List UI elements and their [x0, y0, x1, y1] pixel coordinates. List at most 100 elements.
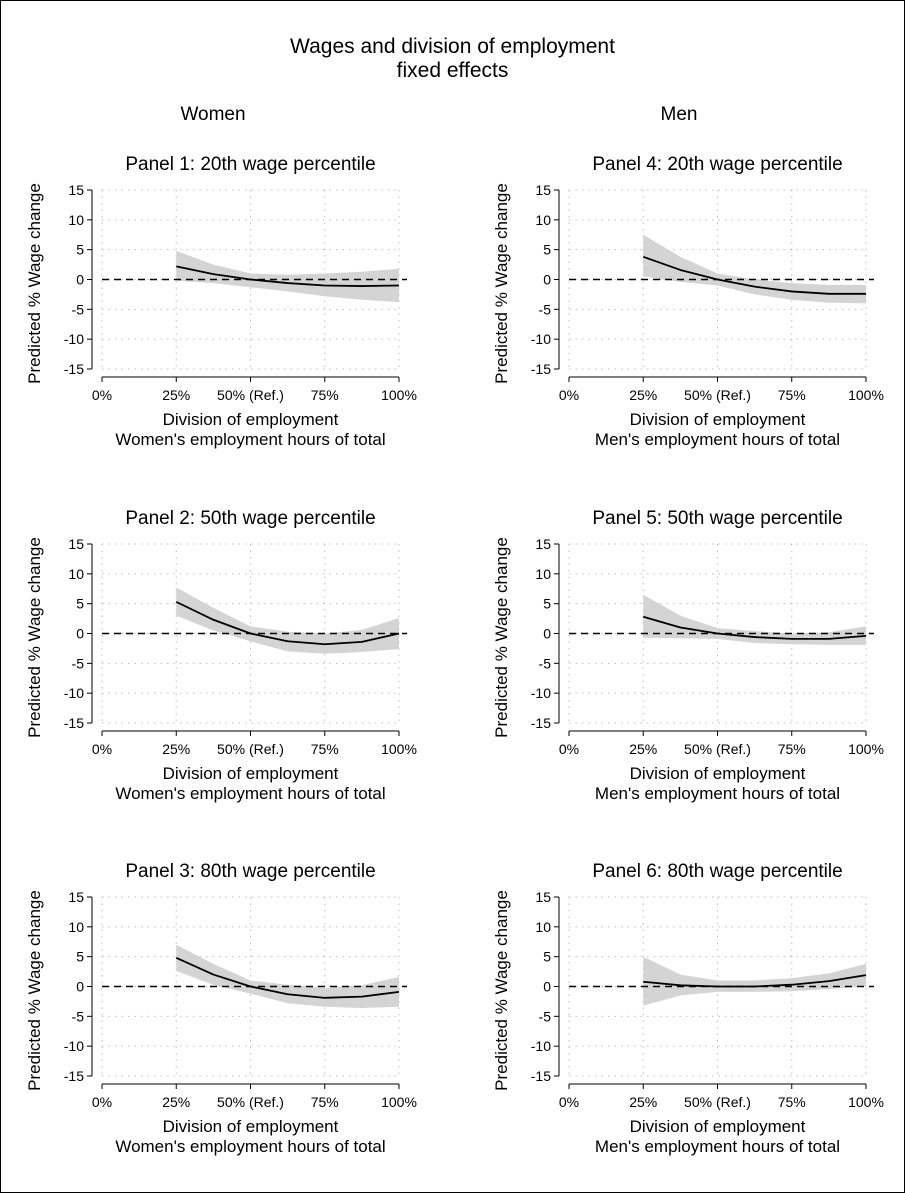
x-axis-label: Division of employment — [163, 410, 339, 429]
y-axis-label: Predicted % Wage change — [25, 183, 44, 384]
panel-3: 15 10 5 0 -5 -10 -15 0% 25% 50% (Ref.) 75% 100% Pane… — [25, 861, 417, 1156]
x-tick-label: 75% — [778, 741, 806, 757]
panel-1: 15 10 5 0 -5 -10 -15 0% 25% 50% (Ref.) 75% 100% Pane… — [25, 154, 417, 449]
confidence-band — [176, 944, 399, 1008]
x-tick-label: 25% — [162, 1094, 190, 1110]
estimate-line — [642, 615, 867, 640]
x-axis-label: Division of employment — [630, 1117, 806, 1136]
x-axis-sublabel: Men's employment hours of total — [595, 430, 840, 449]
y-tick-label: 15 — [535, 182, 551, 198]
y-tick-label: 0 — [543, 272, 551, 288]
x-tick-label: 0% — [92, 1094, 112, 1110]
estimate-line — [175, 601, 400, 646]
estimate-line — [176, 265, 400, 287]
panel-title: Panel 6: 80th wage percentile — [592, 861, 842, 882]
x-tick-label: 75% — [311, 741, 339, 757]
x-tick-label: 75% — [311, 387, 339, 403]
x-axis-sublabel: Women's employment hours of total — [115, 1137, 385, 1156]
y-tick-label: 10 — [535, 566, 551, 582]
y-tick-label: -15 — [531, 1068, 551, 1084]
x-tick-label: 100% — [381, 1094, 417, 1110]
y-tick-label: -15 — [64, 361, 84, 377]
x-tick-label: 75% — [311, 1094, 339, 1110]
y-axis-label: Predicted % Wage change — [25, 890, 44, 1091]
x-tick-label: 100% — [381, 387, 417, 403]
y-tick-label: -5 — [72, 655, 85, 671]
y-tick-label: -15 — [64, 1068, 84, 1084]
y-tick-label: 15 — [68, 182, 84, 198]
panel-title: Panel 5: 50th wage percentile — [592, 508, 842, 529]
y-tick-label: 10 — [68, 566, 84, 582]
estimate-line — [643, 974, 867, 988]
y-tick-label: 10 — [535, 212, 551, 228]
y-tick-label: 0 — [76, 272, 84, 288]
y-tick-label: 10 — [68, 212, 84, 228]
confidence-band — [176, 587, 399, 654]
y-tick-label: -5 — [539, 1008, 552, 1024]
y-tick-label: -10 — [531, 1038, 551, 1054]
y-tick-label: 5 — [76, 596, 84, 612]
y-tick-label: 5 — [76, 242, 84, 258]
y-tick-label: 15 — [68, 536, 84, 552]
x-tick-label: 25% — [162, 741, 190, 757]
x-tick-label: 100% — [848, 1094, 884, 1110]
x-tick-label: 0% — [92, 387, 112, 403]
x-axis-sublabel: Men's employment hours of total — [595, 1137, 840, 1156]
confidence-band — [643, 956, 866, 1006]
x-tick-label: 50% (Ref.) — [217, 387, 284, 403]
x-tick-label: 50% (Ref.) — [217, 741, 284, 757]
panel-title: Panel 2: 50th wage percentile — [125, 508, 375, 529]
y-tick-label: -15 — [64, 715, 84, 731]
y-tick-label: -10 — [531, 685, 551, 701]
y-axis-label: Predicted % Wage change — [492, 183, 511, 384]
x-axis-label: Division of employment — [163, 764, 339, 783]
x-tick-label: 100% — [848, 387, 884, 403]
panel-5: 15 10 5 0 -5 -10 -15 0% 25% 50% (Ref.) 75% 100% Pane… — [492, 508, 884, 803]
x-tick-label: 0% — [559, 741, 579, 757]
x-tick-label: 75% — [778, 387, 806, 403]
panel-4: 15 10 5 0 -5 -10 -15 0% 25% 50% (Ref.) 75% 100% Pane… — [492, 154, 884, 449]
y-tick-label: 15 — [68, 889, 84, 905]
y-tick-label: 5 — [543, 949, 551, 965]
y-tick-label: -10 — [531, 331, 551, 347]
x-tick-label: 50% (Ref.) — [217, 1094, 284, 1110]
y-axis-label: Predicted % Wage change — [492, 537, 511, 738]
y-tick-label: 10 — [535, 919, 551, 935]
y-tick-label: -5 — [539, 655, 552, 671]
x-axis-sublabel: Men's employment hours of total — [595, 784, 840, 803]
y-tick-label: -5 — [539, 301, 552, 317]
x-axis-sublabel: Women's employment hours of total — [115, 784, 385, 803]
x-tick-label: 100% — [381, 741, 417, 757]
y-tick-label: 0 — [76, 626, 84, 642]
y-tick-label: -15 — [531, 361, 551, 377]
panel-title: Panel 3: 80th wage percentile — [125, 861, 375, 882]
y-tick-label: 0 — [76, 979, 84, 995]
x-tick-label: 0% — [92, 741, 112, 757]
x-axis-label: Division of employment — [630, 764, 806, 783]
y-tick-label: -15 — [531, 715, 551, 731]
panel-title: Panel 1: 20th wage percentile — [125, 154, 375, 175]
y-tick-label: 15 — [535, 889, 551, 905]
x-tick-label: 100% — [848, 741, 884, 757]
y-tick-label: -10 — [64, 331, 84, 347]
panel-2: 15 10 5 0 -5 -10 -15 0% 25% 50% (Ref.) 75% 100% Pane… — [25, 508, 417, 803]
y-tick-label: -5 — [72, 1008, 85, 1024]
estimate-line — [175, 957, 400, 999]
confidence-band — [643, 234, 866, 304]
y-tick-label: 10 — [68, 919, 84, 935]
x-tick-label: 50% (Ref.) — [684, 387, 751, 403]
figure-title: Wages and division of employment — [290, 35, 615, 58]
confidence-band — [643, 594, 866, 645]
x-axis-label: Division of employment — [630, 410, 806, 429]
y-axis-label: Predicted % Wage change — [25, 537, 44, 738]
panel-6: 15 10 5 0 -5 -10 -15 0% 25% 50% (Ref.) 75% 100% Pane… — [492, 861, 884, 1156]
x-axis-label: Division of employment — [163, 1117, 339, 1136]
y-tick-label: -10 — [64, 1038, 84, 1054]
y-tick-label: 5 — [76, 949, 84, 965]
x-tick-label: 50% (Ref.) — [684, 1094, 751, 1110]
x-tick-label: 25% — [629, 387, 657, 403]
column-header-men: Men — [660, 104, 698, 125]
estimate-line — [642, 255, 866, 295]
